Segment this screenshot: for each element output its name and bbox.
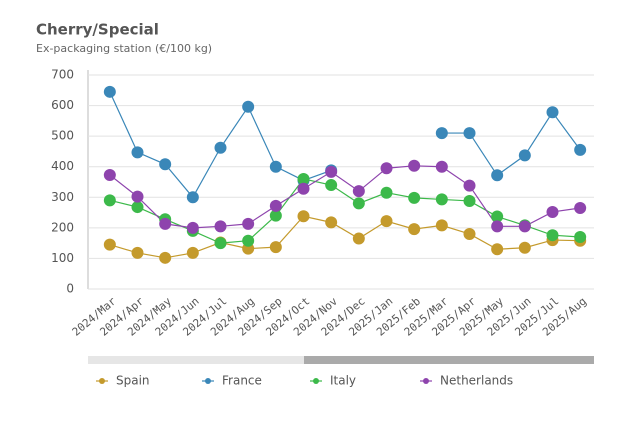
- y-tick-label: 400: [51, 159, 74, 173]
- data-point: [435, 219, 448, 232]
- series-line: [109, 178, 581, 244]
- data-point: [269, 160, 282, 173]
- data-point: [297, 182, 310, 195]
- scrollbar-track[interactable]: [88, 356, 304, 364]
- data-point: [103, 168, 116, 181]
- scrollbar-thumb[interactable]: [304, 356, 594, 364]
- y-tick-label: 100: [51, 251, 74, 265]
- data-point: [435, 160, 448, 173]
- data-point: [574, 143, 587, 156]
- data-point: [186, 221, 199, 234]
- legend-label: Spain: [116, 374, 150, 388]
- data-point: [518, 149, 531, 162]
- data-point: [159, 217, 172, 230]
- legend-label: France: [222, 374, 262, 388]
- data-point: [546, 229, 559, 242]
- data-point: [380, 215, 393, 228]
- data-point: [352, 232, 365, 245]
- y-tick-label: 200: [51, 220, 74, 234]
- data-point: [131, 201, 144, 214]
- data-point: [491, 220, 504, 233]
- data-point: [103, 238, 116, 251]
- data-point: [546, 205, 559, 218]
- y-tick-label: 500: [51, 129, 74, 143]
- y-tick-label: 0: [66, 282, 74, 296]
- data-point: [131, 246, 144, 259]
- data-point: [352, 197, 365, 210]
- data-point: [325, 165, 338, 178]
- legend-swatch: [99, 378, 105, 384]
- data-point: [325, 179, 338, 192]
- data-point: [380, 162, 393, 175]
- chart-subtitle: Ex-packaging station (€/100 kg): [36, 42, 212, 55]
- legend-swatch: [423, 378, 429, 384]
- legend-swatch: [313, 378, 319, 384]
- data-point: [491, 210, 504, 223]
- data-point: [380, 186, 393, 199]
- series-line: [109, 215, 581, 259]
- data-point: [242, 217, 255, 230]
- legend-label: Netherlands: [440, 374, 513, 388]
- data-point: [242, 100, 255, 113]
- data-point: [435, 127, 448, 140]
- data-point: [214, 237, 227, 250]
- data-point: [408, 223, 421, 236]
- data-point: [325, 216, 338, 229]
- data-point: [491, 169, 504, 182]
- data-point: [297, 210, 310, 223]
- data-point: [574, 231, 587, 244]
- data-point: [269, 209, 282, 222]
- y-tick-label: 700: [51, 68, 74, 82]
- data-point: [269, 199, 282, 212]
- data-point: [269, 241, 282, 254]
- data-point: [297, 172, 310, 185]
- data-point: [518, 220, 531, 233]
- data-point: [463, 127, 476, 140]
- chart-title: Cherry/Special: [36, 21, 159, 39]
- legend-label: Italy: [330, 374, 356, 388]
- data-point: [131, 190, 144, 203]
- data-point: [186, 191, 199, 204]
- data-point: [214, 220, 227, 233]
- y-tick-label: 300: [51, 190, 74, 204]
- data-point: [463, 194, 476, 207]
- data-point: [242, 234, 255, 247]
- data-point: [408, 159, 421, 172]
- legend-swatch: [205, 378, 211, 384]
- data-point: [435, 193, 448, 206]
- data-point: [546, 106, 559, 119]
- data-point: [491, 243, 504, 256]
- data-point: [103, 194, 116, 207]
- y-tick-label: 600: [51, 98, 74, 112]
- data-point: [518, 241, 531, 254]
- data-point: [103, 85, 116, 98]
- data-point: [186, 246, 199, 259]
- data-point: [159, 251, 172, 264]
- data-point: [408, 191, 421, 204]
- data-point: [352, 185, 365, 198]
- data-point: [214, 141, 227, 154]
- data-point: [131, 146, 144, 159]
- data-point: [159, 158, 172, 171]
- data-point: [574, 201, 587, 214]
- data-point: [463, 179, 476, 192]
- data-point: [463, 227, 476, 240]
